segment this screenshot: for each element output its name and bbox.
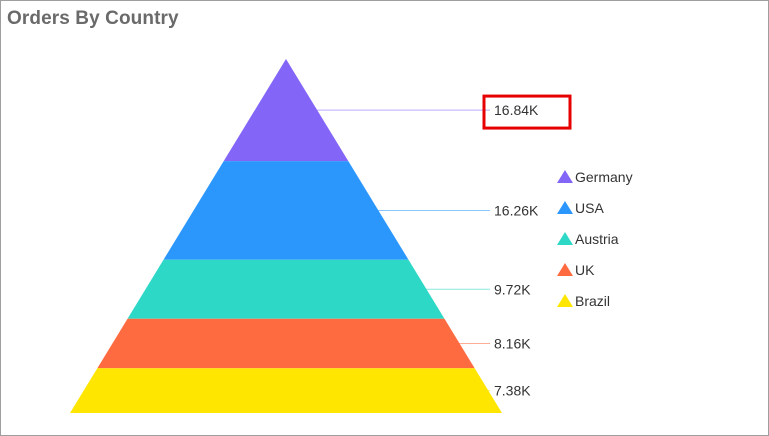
pyramid-segment-usa[interactable] bbox=[163, 161, 409, 260]
data-label-usa: 16.26K bbox=[494, 202, 539, 218]
pyramid-segment-austria[interactable] bbox=[127, 259, 445, 319]
legend-label-brazil[interactable]: Brazil bbox=[575, 293, 610, 309]
legend-marker-usa[interactable] bbox=[557, 201, 573, 214]
legend-label-usa[interactable]: USA bbox=[575, 200, 604, 216]
pyramid-segment-uk[interactable] bbox=[97, 318, 475, 369]
data-labels: 16.84K 16.26K 9.72K 8.16K 7.38K bbox=[494, 102, 539, 399]
legend-marker-austria[interactable] bbox=[557, 232, 573, 245]
pyramid-segments bbox=[70, 59, 502, 413]
data-label-germany: 16.84K bbox=[494, 102, 539, 118]
legend-label-germany[interactable]: Germany bbox=[575, 169, 633, 185]
pyramid-segment-germany[interactable] bbox=[223, 59, 349, 162]
data-label-austria: 9.72K bbox=[494, 281, 531, 297]
chart-title: Orders By Country bbox=[7, 8, 179, 29]
label-connectors bbox=[303, 109, 490, 392]
legend-marker-brazil[interactable] bbox=[557, 294, 573, 307]
data-label-uk: 8.16K bbox=[494, 335, 531, 351]
legend-label-uk[interactable]: UK bbox=[575, 262, 595, 278]
legend-marker-germany[interactable] bbox=[557, 170, 573, 183]
legend: Germany USA Austria UK Brazil bbox=[557, 169, 633, 309]
highlight-box bbox=[482, 94, 572, 130]
legend-label-austria[interactable]: Austria bbox=[575, 231, 619, 247]
pyramid-segment-brazil[interactable] bbox=[70, 368, 502, 413]
legend-marker-uk[interactable] bbox=[557, 263, 573, 276]
data-label-brazil: 7.38K bbox=[494, 383, 531, 399]
highlight-rect bbox=[482, 94, 572, 130]
